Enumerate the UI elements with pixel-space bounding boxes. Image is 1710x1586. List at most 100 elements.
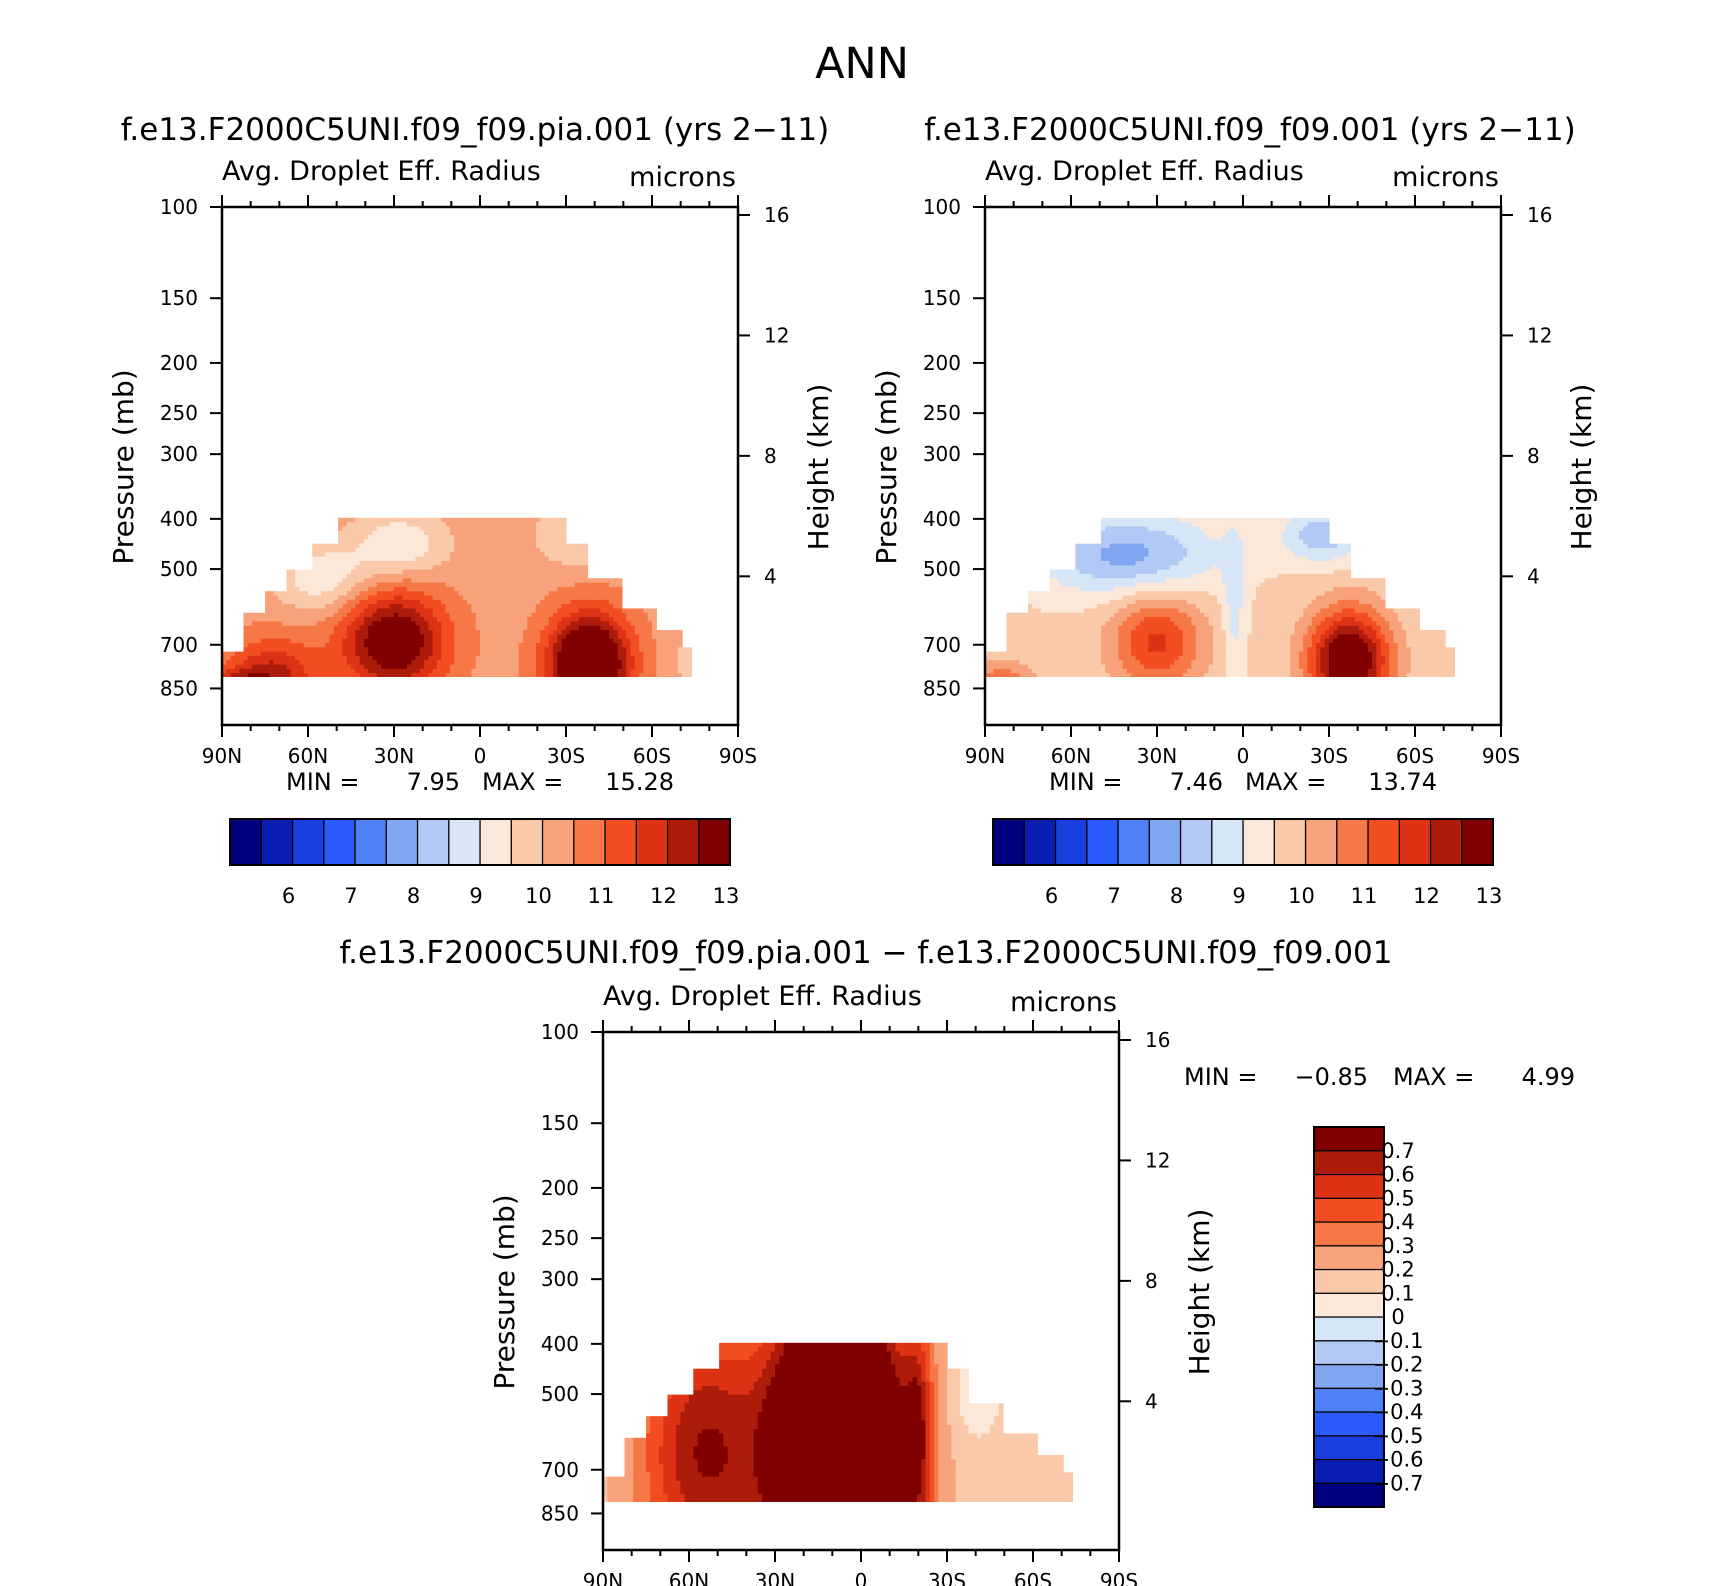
field-cell	[376, 560, 382, 566]
field-cell	[342, 695, 347, 700]
field-cell	[389, 651, 395, 657]
field-cell	[677, 638, 683, 644]
field-cell	[247, 630, 253, 635]
field-cell	[686, 708, 691, 713]
field-cell	[578, 548, 584, 553]
field-cell	[333, 595, 339, 601]
field-cell	[437, 535, 442, 540]
field-cell	[1028, 651, 1033, 657]
field-cell	[613, 638, 619, 644]
field-cell	[467, 560, 472, 566]
field-cell	[544, 560, 550, 566]
field-cell	[304, 708, 309, 713]
field-cell	[467, 573, 472, 579]
field-cell	[1040, 630, 1046, 635]
field-cell	[226, 708, 231, 713]
field-cell	[566, 660, 571, 666]
field-cell	[295, 642, 300, 648]
field-cell	[347, 682, 352, 687]
field-cell	[583, 712, 588, 717]
field-cell	[699, 678, 704, 683]
field-cell	[256, 712, 261, 717]
field-cell	[484, 548, 490, 553]
field-cell	[295, 712, 300, 717]
field-cell	[351, 708, 356, 713]
field-cell	[497, 699, 502, 704]
field-cell	[1092, 565, 1098, 571]
field-cell	[338, 573, 343, 579]
field-cell	[1066, 599, 1072, 605]
field-cell	[231, 699, 236, 704]
field-cell	[549, 682, 554, 687]
field-cell	[333, 582, 339, 588]
panel-a-colorbar: 6 7 8 9 10 11 12 13	[229, 818, 739, 908]
field-cell	[312, 708, 317, 713]
field-cell	[1019, 660, 1025, 666]
field-cell	[583, 565, 589, 571]
field-cell	[368, 638, 374, 644]
field-cell	[721, 712, 726, 717]
field-cell	[432, 608, 438, 614]
panel-a-ytick-100: 100	[160, 195, 198, 219]
field-cell	[359, 612, 365, 618]
field-cell	[1040, 604, 1046, 610]
field-cell	[1041, 682, 1046, 687]
field-cell	[480, 686, 485, 691]
field-cell	[260, 630, 266, 635]
field-cell	[373, 708, 378, 713]
field-cell	[291, 695, 296, 700]
field-cell	[226, 678, 231, 683]
field-cell	[492, 586, 498, 592]
field-cell	[531, 591, 537, 597]
field-cell	[351, 686, 356, 691]
field-cell	[286, 599, 292, 605]
field-cell	[415, 621, 421, 627]
field-cell	[235, 703, 240, 708]
field-cell	[342, 530, 348, 536]
field-cell	[506, 682, 511, 687]
field-cell	[1079, 608, 1085, 614]
field-cell	[458, 604, 464, 610]
field-cell	[330, 708, 335, 713]
field-cell	[1058, 569, 1063, 575]
field-cell	[1053, 625, 1059, 631]
field-cell	[1015, 651, 1020, 657]
field-cell	[256, 647, 262, 653]
field-cell	[613, 612, 619, 618]
field-cell	[1006, 625, 1012, 631]
field-cell	[544, 569, 550, 575]
field-cell	[295, 621, 300, 627]
panel-a-y-axis: 100 150 200 250 300 400 500 700 850	[160, 195, 198, 700]
field-cell	[1079, 595, 1085, 601]
field-cell	[406, 586, 412, 592]
field-cell	[497, 617, 503, 622]
field-cell	[424, 673, 429, 677]
field-cell	[518, 539, 524, 545]
field-cell	[523, 617, 528, 622]
field-cell	[286, 638, 292, 644]
field-cell	[475, 556, 481, 562]
field-cell	[578, 625, 584, 631]
field-cell	[363, 630, 369, 635]
panel-a-ytick-400: 400	[160, 507, 198, 531]
field-cell	[432, 612, 438, 618]
field-cell	[398, 539, 404, 545]
field-cell	[1023, 625, 1029, 631]
field-cell	[532, 699, 537, 704]
field-cell	[428, 548, 434, 553]
field-cell	[518, 673, 524, 677]
field-cell	[704, 682, 709, 687]
field-cell	[553, 660, 558, 666]
field-cell	[1028, 617, 1033, 622]
field-cell	[299, 708, 304, 713]
field-cell	[488, 573, 494, 579]
field-cell	[449, 612, 455, 618]
field-cell	[376, 586, 382, 592]
field-cell	[295, 664, 300, 670]
field-cell	[471, 612, 477, 618]
field-cell	[548, 599, 554, 605]
field-cell	[368, 695, 373, 700]
field-cell	[389, 591, 395, 597]
field-cell	[342, 678, 347, 683]
field-cell	[441, 543, 447, 549]
